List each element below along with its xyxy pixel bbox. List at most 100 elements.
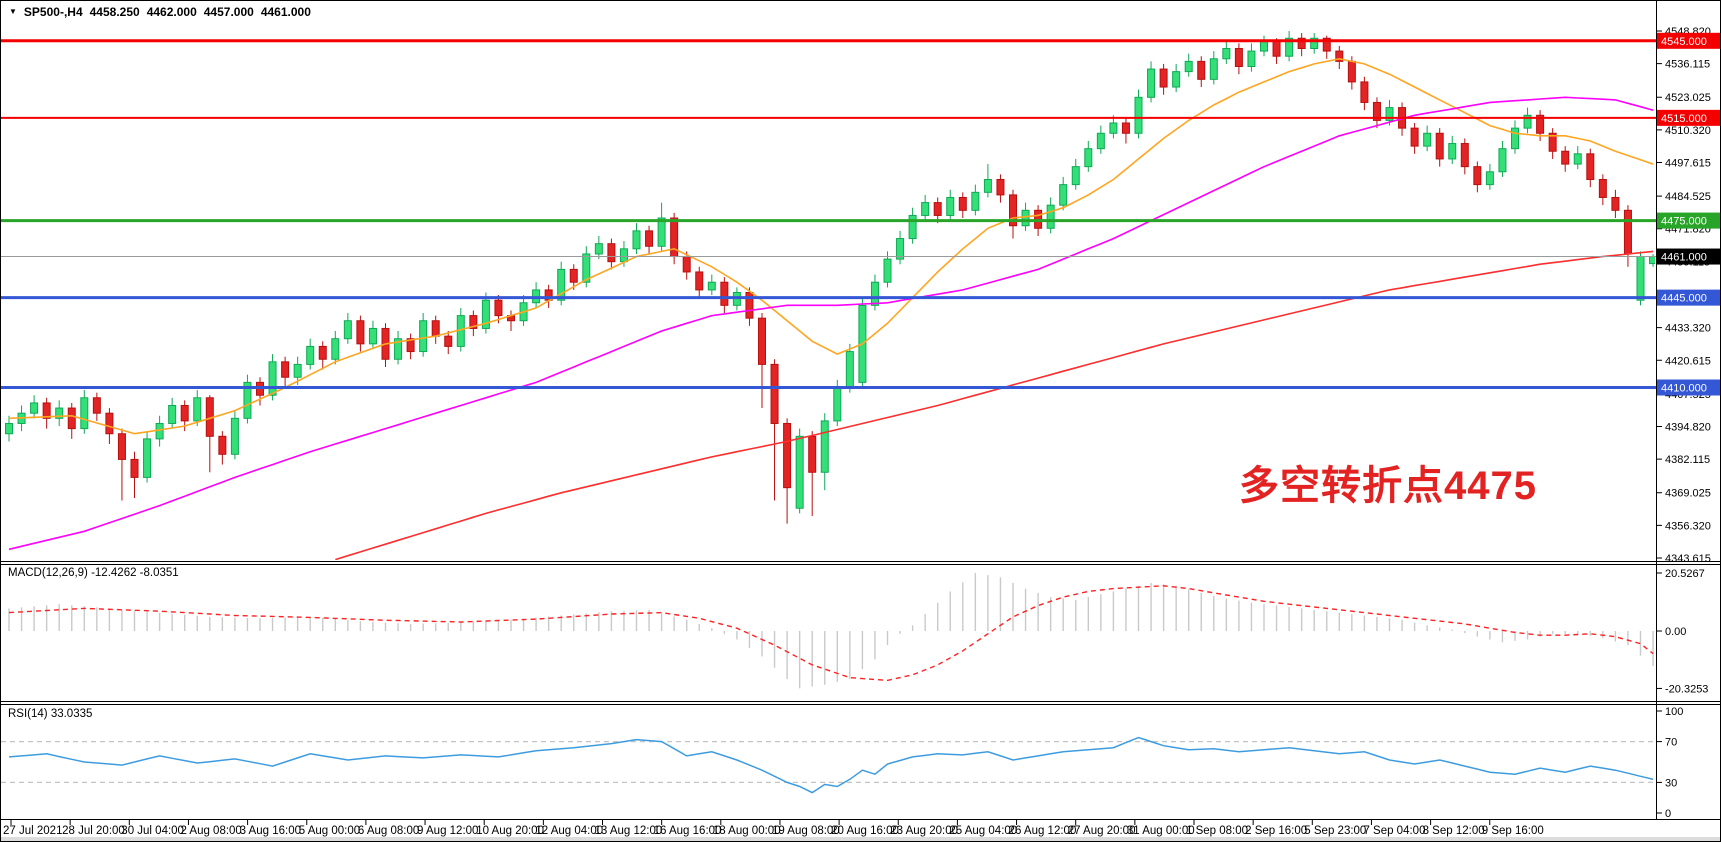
price-tick-label: 4420.615	[1665, 355, 1711, 367]
candle-body	[1310, 37, 1319, 50]
time-label: 30 Jul 04:00	[121, 825, 184, 837]
ma-mid-magenta	[8, 96, 1654, 551]
candle-body	[80, 397, 89, 430]
rsi-tick-label: 70	[1665, 737, 1677, 749]
bottom-strip	[1, 837, 1720, 841]
chart-header: ▼ SP500-,H4 4458.250 4462.000 4457.000 4…	[9, 5, 311, 19]
candle-body	[1197, 60, 1206, 80]
macd-signal-line	[8, 585, 1654, 682]
candle-body	[143, 438, 152, 478]
candle-body	[1046, 204, 1055, 229]
candle-body	[1435, 132, 1444, 160]
price-level-badge-label: 4545.000	[1661, 36, 1707, 48]
candle-body	[1272, 40, 1281, 57]
candle-body	[1498, 148, 1507, 173]
candle-body	[67, 407, 76, 430]
candle-body	[1347, 60, 1356, 83]
candle-body	[1285, 37, 1294, 57]
candle-body	[406, 338, 415, 353]
time-label: 18 Aug 00:00	[713, 825, 781, 837]
candle-body	[770, 363, 779, 424]
price-level-badge	[1657, 212, 1720, 229]
candle-body	[419, 320, 428, 353]
candle-body	[645, 230, 654, 247]
time-label: 13 Aug 12:00	[595, 825, 663, 837]
time-label: 23 Aug 20:00	[890, 825, 958, 837]
candle-body	[1172, 71, 1181, 88]
candle-body	[582, 253, 591, 283]
candle-body	[1134, 96, 1143, 134]
candle-body	[1561, 150, 1570, 165]
time-label: 7 Sep 04:00	[1363, 825, 1425, 837]
candle-body	[569, 268, 578, 283]
candle-body	[1649, 256, 1655, 265]
candle-body	[971, 191, 980, 211]
candle-body	[1511, 127, 1519, 150]
time-label: 3 Aug 16:00	[240, 825, 301, 837]
price-level-badge-label: 4461.000	[1661, 252, 1707, 264]
candle-body	[958, 196, 967, 211]
time-label: 27 Aug 20:00	[1068, 825, 1136, 837]
time-label: 2 Sep 16:00	[1245, 825, 1307, 837]
candle-body	[431, 320, 440, 337]
candle-body	[1335, 50, 1344, 62]
time-label: 31 Aug 00:00	[1127, 825, 1195, 837]
candle-body	[1623, 209, 1632, 255]
candle-body	[1159, 68, 1168, 88]
candle-body	[1147, 68, 1156, 98]
candle-body	[1523, 114, 1532, 129]
time-label: 2 Aug 08:00	[180, 825, 241, 837]
time-label: 26 Aug 12:00	[1009, 825, 1077, 837]
candle-body	[707, 281, 716, 291]
price-level-badge-label: 4475.000	[1661, 216, 1707, 228]
candle-body	[1385, 107, 1394, 121]
candle-body	[394, 338, 403, 360]
candle-body	[1598, 178, 1607, 198]
time-label: 19 Aug 08:00	[772, 825, 840, 837]
candle-body	[1059, 184, 1068, 206]
rsi-indicator-label: RSI(14) 33.0335	[8, 708, 93, 720]
candle-body	[1322, 37, 1331, 52]
candle-body	[808, 435, 817, 473]
candle-body	[870, 281, 879, 306]
price-tick-label: 4536.115	[1665, 59, 1710, 71]
price-tick-label: 4433.320	[1665, 323, 1711, 335]
time-label: 10 Aug 20:00	[476, 825, 544, 837]
rsi-tick-label: 0	[1665, 808, 1671, 820]
candle-body	[1096, 132, 1105, 150]
candle-body	[1611, 196, 1620, 211]
candle-body	[1448, 143, 1457, 160]
candle-body	[946, 196, 955, 216]
candle-body	[1071, 166, 1080, 186]
candle-body	[1222, 48, 1231, 60]
candle-body	[933, 202, 942, 216]
time-label: 12 Aug 04:00	[535, 825, 603, 837]
symbol-dropdown-icon[interactable]: ▼	[9, 7, 17, 16]
time-label: 9 Aug 12:00	[417, 825, 478, 837]
candle-body	[1473, 166, 1482, 186]
candle-body	[168, 404, 177, 424]
candle-body	[318, 345, 327, 360]
quote-open: 4458.250	[89, 5, 140, 19]
candle-body	[281, 361, 290, 378]
candle-body	[720, 281, 729, 306]
candle-body	[193, 397, 202, 422]
candle-body	[921, 202, 930, 216]
candle-body	[1423, 132, 1432, 147]
candle-body	[619, 248, 628, 263]
quote-close: 4461.000	[260, 5, 311, 19]
candle-body	[368, 327, 377, 345]
candle-body	[1009, 194, 1017, 227]
candle-body	[243, 381, 252, 419]
time-label: 27 Jul 2021	[3, 825, 62, 837]
price-tick-label: 4382.115	[1665, 454, 1710, 466]
candle-body	[1084, 148, 1093, 168]
price-level-badge	[1657, 379, 1720, 396]
price-tick-label: 4394.820	[1665, 421, 1711, 433]
candle-body	[1297, 37, 1306, 50]
candle-body	[1184, 60, 1193, 73]
candle-body	[130, 458, 139, 478]
time-label: 9 Sep 16:00	[1482, 825, 1544, 837]
candle-body	[758, 317, 766, 365]
